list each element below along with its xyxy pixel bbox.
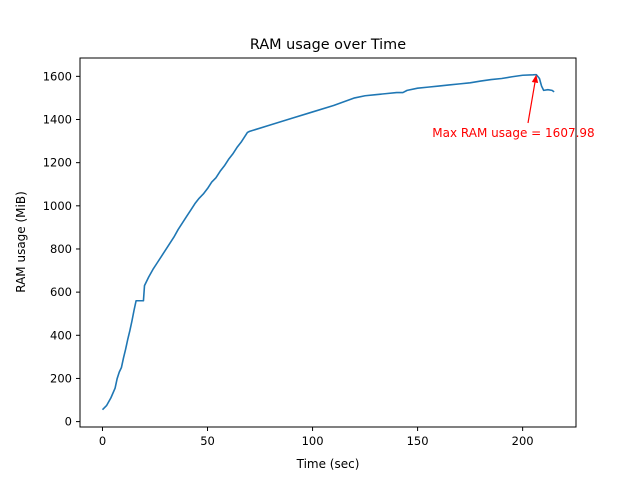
annotation-arrow-line	[527, 82, 536, 124]
chart-title: RAM usage over Time	[250, 37, 406, 53]
axes-frame	[79, 57, 577, 428]
annotation-arrow-head	[531, 74, 539, 84]
y-tick-label: 0	[65, 415, 72, 429]
max-ram-annotation: Max RAM usage = 1607.98	[432, 74, 595, 140]
y-axis-label: RAM usage (MiB)	[14, 191, 28, 293]
plot-area	[101, 73, 555, 411]
series-line-0	[101, 73, 555, 411]
annotation-text: Max RAM usage = 1607.98	[432, 126, 594, 140]
y-tick-label: 800	[50, 242, 72, 256]
x-tick-label: 100	[302, 434, 324, 448]
x-tick-label: 50	[200, 434, 215, 448]
y-tick-label: 400	[50, 328, 72, 342]
x-axis-ticks: 0 50 100 150 200	[99, 427, 534, 448]
y-tick-label: 1600	[43, 69, 72, 83]
x-tick-label: 0	[99, 434, 106, 448]
y-tick-label: 1000	[43, 199, 72, 213]
y-axis-ticks: 0 200 400 600 800 1000 1200 1400 1600	[43, 69, 80, 429]
y-tick-label: 1200	[43, 156, 72, 170]
x-axis-label: Time (sec)	[296, 457, 360, 471]
y-tick-label: 200	[50, 371, 72, 385]
y-tick-label: 600	[50, 285, 72, 299]
x-tick-label: 150	[407, 434, 429, 448]
x-tick-label: 200	[512, 434, 534, 448]
y-tick-label: 1400	[43, 113, 72, 127]
